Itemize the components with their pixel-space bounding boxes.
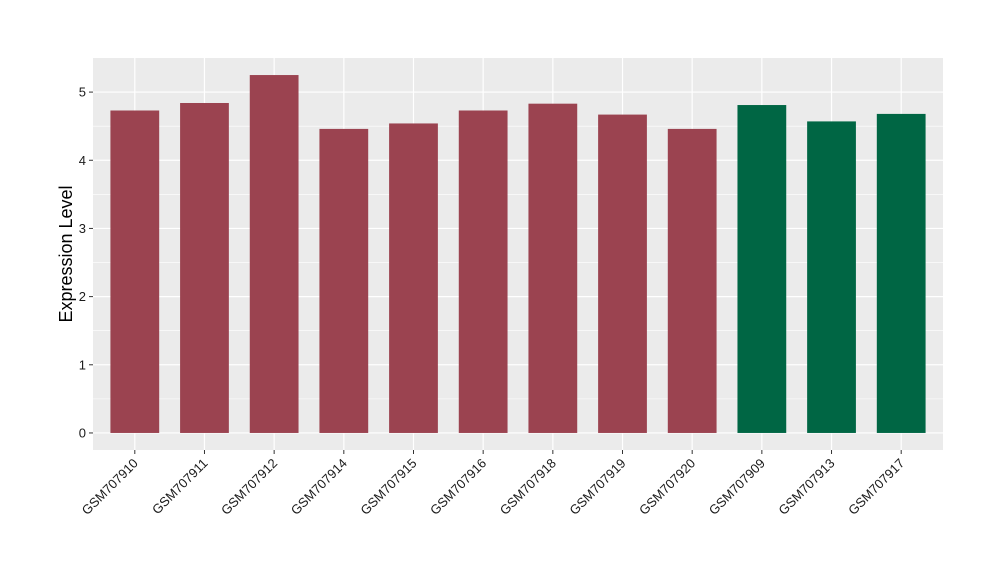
x-tick-label: GSM707909 (706, 456, 768, 518)
y-tick-label: 0 (79, 425, 86, 440)
x-tick-label: GSM707918 (497, 456, 559, 518)
x-tick-label: GSM707914 (288, 456, 350, 518)
y-tick-label: 3 (79, 221, 86, 236)
x-tick-label: GSM707917 (845, 456, 907, 518)
bar-gsm707919 (598, 114, 647, 433)
x-tick-label: GSM707919 (566, 456, 628, 518)
bar-gsm707917 (876, 113, 926, 433)
x-tick-label: GSM707913 (775, 456, 837, 518)
bar-gsm707920 (667, 128, 717, 433)
x-tick-label: GSM707915 (357, 456, 419, 518)
y-tick-label: 4 (79, 153, 86, 168)
y-tick-label: 1 (79, 357, 86, 372)
x-tick-label: GSM707916 (427, 456, 489, 518)
bar-gsm707911 (180, 102, 229, 433)
x-tick-label: GSM707910 (79, 456, 141, 518)
y-axis-title: Expression Level (56, 185, 76, 322)
bar-gsm707912 (249, 75, 299, 433)
bar-gsm707918 (528, 103, 578, 433)
bar-gsm707910 (110, 110, 160, 433)
x-tick-label: GSM707911 (149, 456, 211, 518)
bars (110, 75, 926, 433)
y-tick-label: 5 (79, 85, 86, 100)
plot-panel (93, 58, 943, 450)
bar-gsm707914 (319, 128, 369, 433)
x-tick-label: GSM707920 (636, 456, 698, 518)
bar-gsm707916 (458, 110, 508, 433)
x-tick-label: GSM707912 (218, 456, 280, 518)
y-tick-label: 2 (79, 289, 86, 304)
bar-gsm707909 (737, 105, 787, 433)
bar-gsm707915 (389, 123, 438, 433)
bar-gsm707913 (807, 121, 856, 433)
